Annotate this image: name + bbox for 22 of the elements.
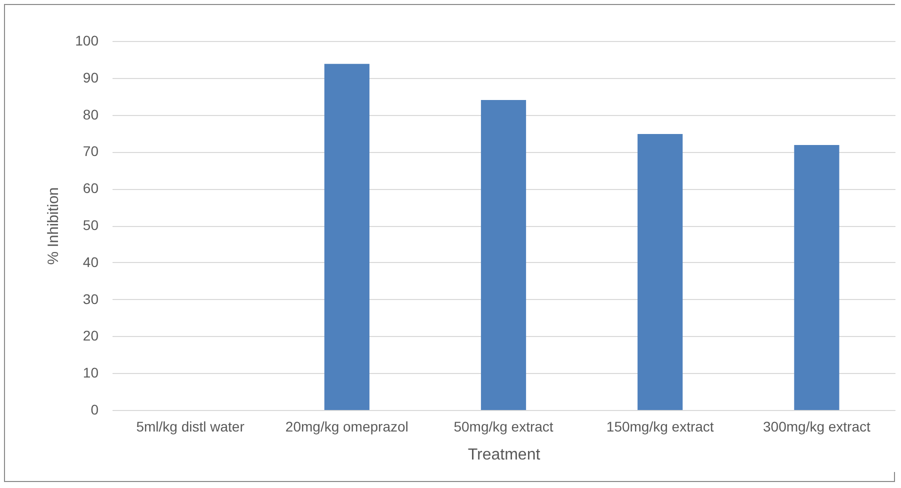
x-tick-label: 5ml/kg distl water bbox=[136, 418, 245, 434]
bar bbox=[638, 134, 683, 410]
y-tick-label: 20 bbox=[82, 328, 99, 344]
y-tick-label: 60 bbox=[82, 180, 99, 196]
y-axis-title: % Inhibition bbox=[45, 187, 62, 265]
x-tick-label: 150mg/kg extract bbox=[606, 418, 714, 434]
y-tick-label: 10 bbox=[82, 364, 99, 381]
y-tick-label: 40 bbox=[82, 254, 99, 270]
y-tick-label: 90 bbox=[82, 69, 99, 86]
y-tick-label: 0 bbox=[90, 402, 99, 418]
x-axis-title: Treatment bbox=[468, 446, 541, 464]
x-tick-label: 300mg/kg extract bbox=[763, 418, 870, 434]
y-tick-label: 30 bbox=[82, 290, 99, 307]
y-tick-label: 70 bbox=[82, 143, 99, 160]
x-tick-label: 50mg/kg extract bbox=[454, 418, 554, 434]
y-tick-label: 50 bbox=[82, 217, 99, 233]
y-tick-label: 100 bbox=[75, 32, 99, 48]
x-tick-label: 20mg/kg omeprazol bbox=[285, 418, 408, 434]
bar bbox=[794, 145, 840, 410]
bar bbox=[324, 64, 370, 410]
y-tick-label: 80 bbox=[82, 106, 99, 122]
bar bbox=[480, 100, 526, 410]
